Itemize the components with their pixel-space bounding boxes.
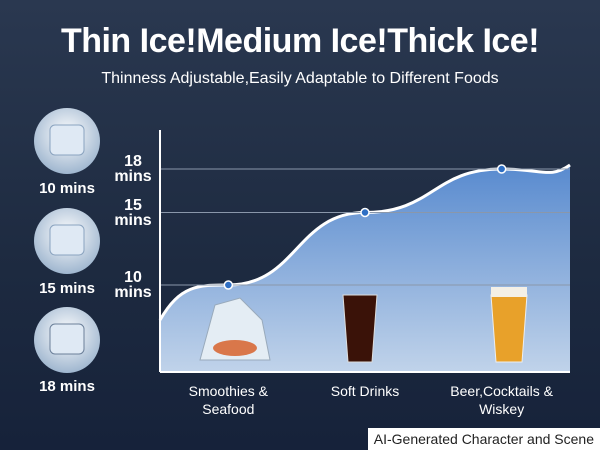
ice-cube [49, 124, 85, 156]
point [223, 280, 234, 290]
seafood [213, 340, 257, 356]
x-tick-label: Soft Drinks [330, 383, 400, 399]
glass-soda [342, 294, 378, 363]
food-images [199, 287, 528, 363]
side-label: 10 mins [39, 180, 95, 197]
x-tick-label: Beer,Cocktails & Wiskey [450, 383, 554, 417]
y-tick-label: 15 mins [114, 196, 152, 229]
subtitle: Thinness Adjustable,Easily Adaptable to … [101, 70, 499, 87]
glass-beer [490, 294, 528, 363]
footer: AI-Generated Character and Scene [367, 428, 600, 450]
point [496, 164, 507, 174]
beer-foam [491, 287, 527, 297]
ice-cube [49, 224, 85, 256]
y-tick-label: 10 mins [114, 269, 152, 301]
side-label: 15 mins [39, 280, 95, 297]
title: Thin Ice!Medium Ice!Thick Ice! [60, 22, 540, 60]
ice-cube [49, 323, 85, 355]
y-tick-label: 18 mins [114, 153, 152, 185]
side-label: 18 mins [39, 378, 95, 395]
side-icons [34, 108, 100, 373]
point [360, 207, 370, 218]
x-tick-label: Smoothies & Seafood [188, 383, 269, 417]
